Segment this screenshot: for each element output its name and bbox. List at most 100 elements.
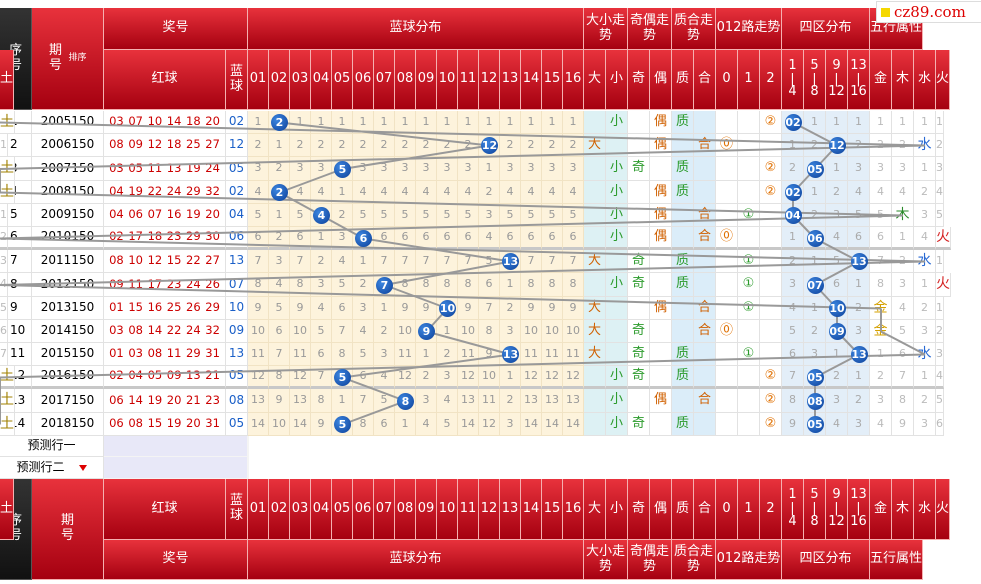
red-ball: 11 <box>128 276 143 291</box>
header-red: 红球 <box>104 479 226 540</box>
dist-cell: 1 <box>542 111 563 134</box>
red-ball: 22 <box>147 184 163 199</box>
mod3-cell: ① <box>738 204 760 227</box>
dist-cell: 1 <box>269 204 290 227</box>
dist-cell: 9 <box>269 389 290 413</box>
mod3-cell: ② <box>760 366 782 389</box>
logo: cz89.com <box>876 1 981 23</box>
zone-cell: 4 <box>826 413 848 436</box>
element-cell: 5 <box>936 389 944 413</box>
row-red: 09 11 17 23 24 26 <box>104 273 226 297</box>
red-ball: 07 <box>147 207 163 222</box>
header-blue-text: 蓝球 <box>229 63 243 94</box>
red-ball: 06 <box>128 207 143 222</box>
zone-cell: 1 <box>804 181 826 204</box>
col-header: 金 <box>870 50 892 110</box>
dist-cell: 7 <box>395 250 416 273</box>
col-header: 12 <box>479 479 500 540</box>
dist-cell: 13 <box>290 389 311 413</box>
zone-to: 4 <box>788 84 797 100</box>
header-parity: 奇偶走势 <box>628 540 672 580</box>
header-mod3: 012路走势 <box>716 540 782 580</box>
dist-cell: 12 <box>563 366 584 389</box>
row-blue: 10 <box>226 297 248 320</box>
mod3-cell: ① <box>738 343 760 366</box>
dist-cell: 6 <box>458 227 479 250</box>
dist-cell: 3 <box>500 157 521 181</box>
dist-ball: 5 <box>334 369 351 386</box>
dist-cell: 9 <box>395 297 416 320</box>
dist-cell: 1 <box>374 297 395 320</box>
logo-text: cz89.com <box>894 3 966 21</box>
dist-ball: 8 <box>397 392 414 410</box>
dist-cell: 11 <box>521 343 542 366</box>
dist-cell: 3 <box>353 157 374 181</box>
header-size: 大小走势 <box>584 8 628 50</box>
dist-cell: 11 <box>458 343 479 366</box>
dist-cell: 2 <box>521 134 542 157</box>
col-header: 15 <box>542 50 563 110</box>
dist-cell: 7 <box>563 250 584 273</box>
zone-cell: 3 <box>804 343 826 366</box>
zone-header: 1 | 4 <box>782 50 804 110</box>
element-cell: 2 <box>892 250 914 273</box>
element-cell: 4 <box>936 181 944 204</box>
size-cell: 小 <box>606 227 628 250</box>
col-header: 04 <box>311 50 332 110</box>
red-ball: 19 <box>166 416 182 431</box>
row-issue: 2007150 <box>32 157 104 181</box>
dist-cell: 1 <box>437 111 458 134</box>
dist-cell: 5 <box>332 273 353 297</box>
zone-ball: 05 <box>806 416 824 433</box>
predict-cell <box>248 457 249 479</box>
dist-cell: 5 <box>374 204 395 227</box>
sort-button[interactable]: 排序 <box>68 53 87 64</box>
header-red: 红球 <box>104 50 226 110</box>
col-header: 火 <box>936 479 951 540</box>
dist-cell: 6 <box>500 227 521 250</box>
red-ball: 11 <box>147 160 163 175</box>
dist-cell: 10 <box>269 413 290 436</box>
zone-header: 1 | 4 <box>782 479 804 540</box>
red-ball: 15 <box>166 253 182 268</box>
row-blue: 09 <box>226 320 248 343</box>
red-ball: 29 <box>186 346 201 361</box>
element-cell: 4 <box>870 181 892 204</box>
mod3-cell <box>716 250 738 273</box>
zone-cell: 2 <box>782 157 804 181</box>
element-cell: 1 <box>914 111 936 134</box>
prime-cell <box>694 413 716 436</box>
col-header: 05 <box>332 50 353 110</box>
mod3-cell <box>760 134 782 157</box>
dist-cell: 4 <box>437 389 458 413</box>
red-ball: 18 <box>166 137 182 152</box>
mod3-cell <box>738 181 760 204</box>
dist-cell: 6 <box>521 227 542 250</box>
dist-cell: 7 <box>416 250 437 273</box>
mod3-cell <box>716 111 738 134</box>
element-cell: 土 <box>0 181 15 204</box>
col-header: 小 <box>606 50 628 110</box>
dist-cell: 9 <box>248 297 269 320</box>
zone-cell: 2 <box>804 134 826 157</box>
col-header: 01 <box>248 479 269 540</box>
red-ball: 03 <box>109 160 124 175</box>
dist-cell: 9 <box>311 413 332 436</box>
element-cell: 1 <box>914 273 936 297</box>
dist-cell: 1 <box>500 366 521 389</box>
col-header: 07 <box>374 479 395 540</box>
dist-cell: 4 <box>542 181 563 204</box>
prime-cell <box>672 389 694 413</box>
parity-cell: 偶 <box>650 181 672 204</box>
size-cell: 大 <box>584 320 606 343</box>
row-blue: 05 <box>226 157 248 181</box>
zone-ball: 02 <box>784 184 802 201</box>
predict-label: 预测行二 <box>0 457 104 479</box>
element-cell: 2 <box>914 389 936 413</box>
dist-cell: 4 <box>500 181 521 204</box>
red-ball: 32 <box>205 184 220 199</box>
dist-cell: 12 <box>248 366 269 389</box>
element-cell: 金 <box>870 297 892 320</box>
red-ball: 15 <box>128 300 143 315</box>
dist-cell: 11 <box>563 343 584 366</box>
